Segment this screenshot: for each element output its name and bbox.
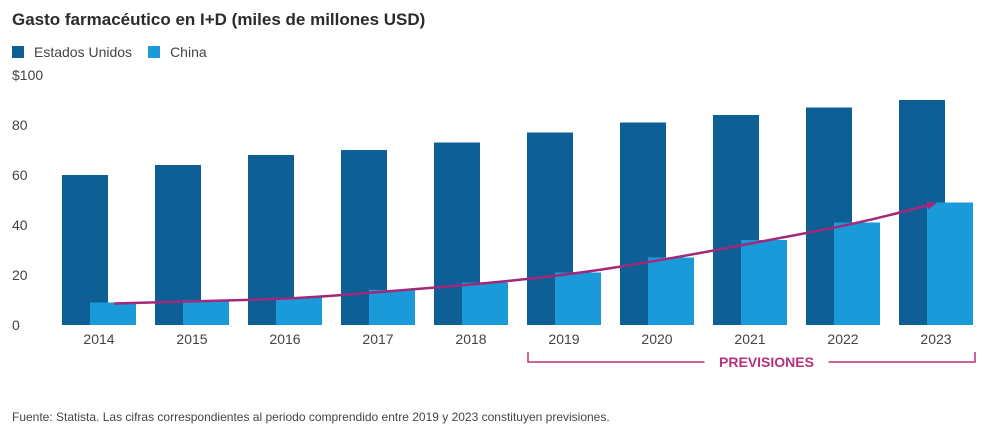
source-note: Fuente: Statista. Las cifras correspondi… xyxy=(12,410,610,424)
x-tick-label: 2015 xyxy=(176,331,207,347)
bar-china-2014 xyxy=(90,302,136,325)
x-tick-label: 2018 xyxy=(455,331,486,347)
y-tick-label: 80 xyxy=(12,117,28,133)
y-tick-label: 20 xyxy=(12,267,28,283)
forecast-label: PREVISIONES xyxy=(719,354,814,370)
bar-china-2022 xyxy=(834,222,880,325)
bar-us-2015 xyxy=(155,165,201,325)
x-axis: 2014 2015 2016 2017 2018 2019 2020 2021 2022 2023 xyxy=(83,331,951,347)
forecast-bracket: PREVISIONES xyxy=(527,352,976,370)
y-tick-label: 0 xyxy=(12,317,20,333)
x-tick-label: 2021 xyxy=(734,331,765,347)
bar-china-2018 xyxy=(462,282,508,325)
bar-china-2023 xyxy=(927,202,973,325)
bar-china-2017 xyxy=(369,290,415,325)
y-tick-label: 60 xyxy=(12,167,28,183)
legend-swatch-china xyxy=(148,46,161,58)
x-tick-label: 2020 xyxy=(641,331,672,347)
legend-label-china: China xyxy=(170,44,207,60)
bar-us-2016 xyxy=(248,155,294,325)
x-tick-label: 2022 xyxy=(827,331,858,347)
x-tick-label: 2014 xyxy=(83,331,114,347)
bar-us-2014 xyxy=(62,175,108,325)
bar-china-2019 xyxy=(555,272,601,325)
x-tick-label: 2016 xyxy=(269,331,300,347)
legend-item-china: China xyxy=(148,44,207,60)
y-tick-label: 40 xyxy=(12,217,28,233)
legend-item-us: Estados Unidos xyxy=(12,44,132,60)
y-tick-label: $100 xyxy=(12,67,43,83)
trend-arrow xyxy=(113,201,937,305)
bracket-left-line xyxy=(527,352,705,363)
legend: Estados Unidos China xyxy=(12,44,223,60)
x-tick-label: 2017 xyxy=(362,331,393,347)
china-trend-arrow xyxy=(113,201,937,305)
bars xyxy=(62,100,973,325)
x-tick-label: 2019 xyxy=(548,331,579,347)
bar-china-2021 xyxy=(741,240,787,325)
legend-swatch-us xyxy=(12,46,24,58)
bar-china-2015 xyxy=(183,300,229,325)
bar-china-2020 xyxy=(648,257,694,325)
bracket-right-line xyxy=(828,352,976,363)
legend-label-us: Estados Unidos xyxy=(34,44,133,60)
bar-china-2016 xyxy=(276,297,322,325)
chart-title: Gasto farmacéutico en I+D (miles de mill… xyxy=(12,10,426,29)
x-tick-label: 2023 xyxy=(920,331,951,347)
y-axis: 0 20 40 60 80 $100 xyxy=(12,67,43,333)
